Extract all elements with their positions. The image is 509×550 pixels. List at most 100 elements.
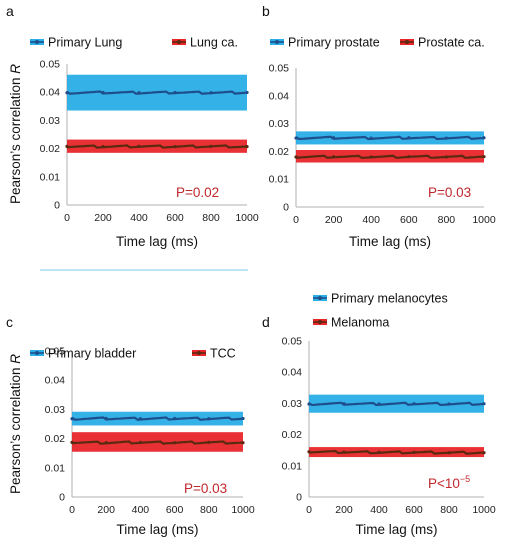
legend-marker-red (177, 40, 181, 44)
series-point-blue (209, 91, 213, 95)
y-tick-label: 0.03 (282, 398, 303, 410)
series-point-red (138, 440, 142, 444)
y-tick-label: 0.01 (40, 171, 61, 183)
x-tick-label: 0 (69, 504, 75, 516)
y-tick-label: 0.05 (40, 59, 61, 71)
series-point-red (342, 450, 346, 454)
legend-marker-blue (318, 296, 322, 300)
series-point-red (377, 450, 381, 454)
legend-marker-blue (35, 351, 39, 355)
x-tick-label: 600 (405, 504, 423, 516)
series-point-red (332, 155, 336, 159)
series-point-blue (173, 416, 177, 421)
series-line-red (66, 144, 248, 149)
series-point-red (70, 440, 74, 444)
series-point-blue (294, 136, 298, 140)
x-tick-label: 800 (200, 504, 218, 516)
x-tick-label: 400 (132, 504, 150, 516)
y-tick-label: 0.01 (282, 460, 303, 472)
y-tick-label: 0 (283, 202, 289, 214)
p-value-exponent: −5 (460, 474, 470, 484)
series-point-blue (137, 91, 141, 95)
y-axis-label-italic: R (8, 64, 23, 74)
y-axis-label: Pearson’s correlation R (8, 354, 23, 494)
series-point-red (173, 145, 177, 149)
x-axis-label: Time lag (ms) (349, 234, 431, 249)
x-tick-label: 400 (370, 504, 388, 516)
y-tick-label: 0.02 (269, 146, 290, 158)
series-point-blue (447, 402, 451, 406)
legend-label: TCC (210, 347, 236, 361)
x-tick-label: 0 (293, 214, 299, 226)
y-axis-label: Pearson’s correlation R (8, 64, 23, 204)
panel-a: a 0 0.01 0.02 0.03 0.04 0.05 0 200 400 600 800 1000 T… (6, 3, 259, 249)
series-point-red (444, 155, 448, 159)
series-line-blue (295, 135, 485, 141)
y-tick-label: 0.03 (40, 115, 61, 127)
series-point-blue (377, 402, 381, 406)
legend-label: Melanoma (331, 316, 389, 330)
x-tick-label: 200 (97, 504, 115, 516)
x-tick-label: 1000 (235, 212, 259, 224)
series-point-blue (482, 136, 486, 140)
x-tick-label: 800 (202, 212, 220, 224)
x-axis-label: Time lag (ms) (116, 522, 198, 537)
series-point-blue (173, 90, 177, 95)
series-point-red (407, 155, 411, 159)
y-tick-label: 0.04 (45, 375, 66, 387)
legend-label: Primary bladder (48, 347, 136, 361)
series-point-red (245, 145, 249, 149)
series-line-blue (71, 416, 244, 421)
x-tick-label: 200 (325, 214, 343, 226)
series-point-red (65, 144, 69, 148)
legend-marker-blue (275, 40, 279, 44)
series-point-blue (444, 136, 448, 140)
panel-letter: b (262, 3, 270, 19)
y-tick-label: 0.03 (45, 404, 66, 416)
y-tick-label: 0.02 (45, 433, 66, 445)
panel-d: d 0 0.01 0.02 0.03 0.04 0.05 0 200 400 600 800 1000 T… (262, 292, 496, 538)
panel-letter: a (6, 3, 14, 19)
series-point-red (241, 441, 245, 445)
y-tick-label: 0.01 (45, 462, 66, 474)
series-line-red (71, 440, 244, 445)
x-tick-label: 600 (166, 504, 184, 516)
y-tick-label: 0.02 (40, 143, 61, 155)
x-tick-label: 1000 (231, 504, 255, 516)
series-point-blue (70, 417, 74, 421)
series-point-blue (407, 136, 411, 140)
y-tick-label: 0.02 (282, 429, 303, 441)
series-point-red (294, 155, 298, 159)
series-point-red (173, 441, 177, 445)
series-point-blue (412, 402, 416, 406)
legend-label: Primary melanocytes (331, 292, 448, 306)
x-tick-label: 1000 (472, 214, 496, 226)
y-tick-label: 0.03 (269, 118, 290, 130)
x-tick-label: 1000 (472, 504, 496, 516)
y-tick-label: 0 (59, 492, 65, 504)
series-point-blue (332, 136, 336, 140)
series-point-red (209, 144, 213, 148)
series-point-red (137, 144, 141, 148)
panel-c: c 0 0.01 0.02 0.03 0.04 0.05 0 200 400 600 800 1000 T… (6, 314, 255, 537)
panel-b: b 0 0.01 0.02 0.03 0.04 0.05 0 200 400 600 800 1000 T… (262, 3, 496, 249)
series-point-red (369, 155, 373, 159)
y-tick-label: 0.04 (282, 367, 303, 379)
y-tick-label: 0.04 (269, 90, 290, 102)
p-value-annotation: P=0.02 (176, 185, 219, 200)
y-tick-label: 0.01 (269, 174, 290, 186)
series-point-blue (307, 402, 311, 406)
x-tick-label: 800 (438, 214, 456, 226)
y-tick-label: 0 (54, 200, 60, 212)
series-point-blue (138, 417, 142, 421)
p-value-annotation: P<10−5 (428, 474, 470, 491)
panel-letter: d (262, 314, 270, 330)
panel-letter: c (6, 314, 13, 330)
series-point-red (447, 451, 451, 455)
y-axis-label-italic: R (8, 354, 23, 364)
x-tick-label: 200 (94, 212, 112, 224)
series-point-red (101, 145, 105, 149)
legend-marker-blue (35, 40, 39, 44)
y-tick-label: 0.05 (282, 336, 303, 348)
legend-marker-red (318, 320, 322, 324)
